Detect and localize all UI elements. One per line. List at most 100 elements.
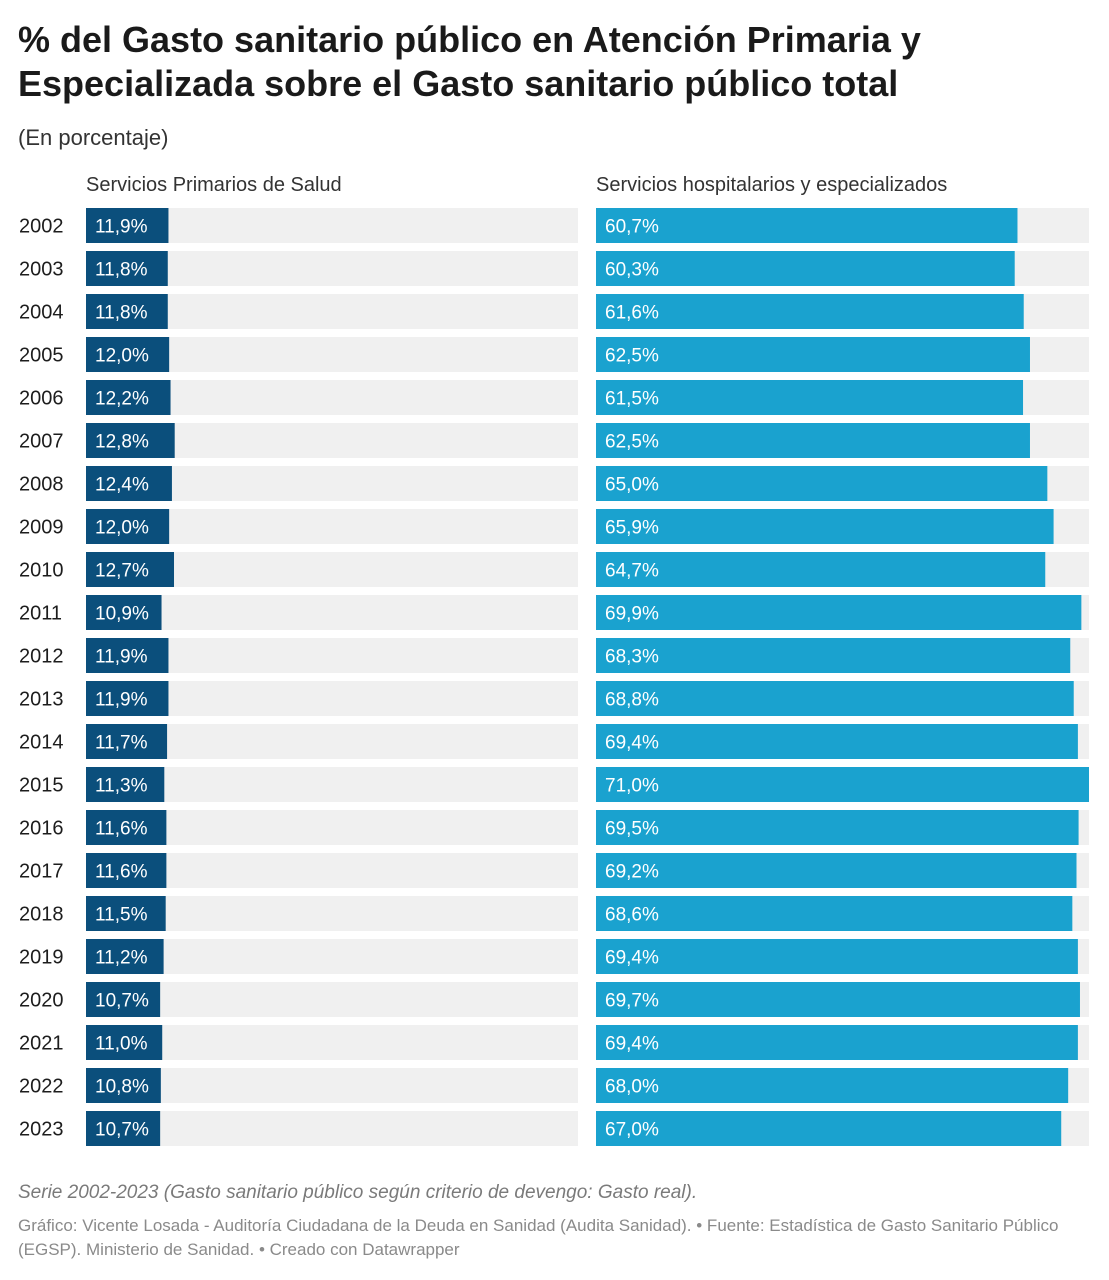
primary-track xyxy=(86,896,578,931)
specialized-value-label: 69,4% xyxy=(605,948,659,969)
primary-track xyxy=(86,294,578,329)
year-label: 2020 xyxy=(19,990,64,1012)
primary-value-label: 11,5% xyxy=(95,905,148,926)
primary-value-label: 11,8% xyxy=(95,260,148,281)
year-label: 2002 xyxy=(19,216,64,238)
primary-value-label: 12,0% xyxy=(95,518,149,539)
specialized-value-label: 68,0% xyxy=(605,1077,659,1098)
primary-bar xyxy=(86,1068,161,1103)
primary-bar xyxy=(86,767,165,802)
primary-track xyxy=(86,251,578,286)
specialized-bar xyxy=(596,724,1078,759)
year-label: 2009 xyxy=(19,517,64,539)
primary-value-label: 11,0% xyxy=(95,1034,148,1055)
specialized-value-label: 68,8% xyxy=(605,690,659,711)
specialized-bar xyxy=(596,251,1015,286)
specialized-value-label: 69,4% xyxy=(605,1034,659,1055)
specialized-value-label: 69,5% xyxy=(605,819,659,840)
primary-bar xyxy=(86,251,168,286)
specialized-bar xyxy=(596,294,1024,329)
primary-bar xyxy=(86,552,175,587)
primary-track xyxy=(86,810,578,845)
specialized-bar xyxy=(596,509,1054,544)
year-label: 2019 xyxy=(19,947,64,969)
primary-bar xyxy=(86,337,170,372)
year-label: 2006 xyxy=(19,388,64,410)
year-label: 2012 xyxy=(19,646,64,668)
specialized-bar xyxy=(596,595,1082,630)
primary-track xyxy=(86,939,578,974)
year-label: 2011 xyxy=(19,603,62,625)
specialized-value-label: 71,0% xyxy=(605,776,659,797)
right-column-label: Servicios hospitalarios y especializados xyxy=(596,174,948,196)
primary-track xyxy=(86,1025,578,1060)
primary-track xyxy=(86,724,578,759)
specialized-bar xyxy=(596,767,1089,802)
year-label: 2005 xyxy=(19,345,64,367)
year-label: 2021 xyxy=(19,1033,64,1055)
specialized-bar xyxy=(596,380,1024,415)
specialized-bar xyxy=(596,423,1030,458)
primary-bar xyxy=(86,896,166,931)
specialized-bar xyxy=(596,1068,1069,1103)
specialized-bar xyxy=(596,982,1080,1017)
specialized-bar xyxy=(596,853,1077,888)
specialized-value-label: 68,3% xyxy=(605,647,659,668)
primary-track xyxy=(86,767,578,802)
year-label: 2007 xyxy=(19,431,64,453)
primary-bar xyxy=(86,939,164,974)
year-label: 2023 xyxy=(19,1119,64,1141)
primary-track xyxy=(86,982,578,1017)
primary-track xyxy=(86,853,578,888)
primary-value-label: 11,6% xyxy=(95,819,148,840)
primary-bar xyxy=(86,380,171,415)
primary-value-label: 11,7% xyxy=(95,733,148,754)
year-label: 2010 xyxy=(19,560,64,582)
primary-value-label: 11,3% xyxy=(95,776,148,797)
specialized-bar xyxy=(596,466,1048,501)
primary-track xyxy=(86,1111,578,1146)
primary-bar xyxy=(86,853,167,888)
specialized-value-label: 69,9% xyxy=(605,604,659,625)
chart-title: % del Gasto sanitario público en Atenció… xyxy=(18,19,921,104)
year-label: 2016 xyxy=(19,818,64,840)
specialized-value-label: 61,5% xyxy=(605,389,659,410)
specialized-bar xyxy=(596,638,1071,673)
primary-value-label: 10,7% xyxy=(95,1120,149,1141)
primary-value-label: 12,4% xyxy=(95,475,149,496)
year-label: 2004 xyxy=(19,302,64,324)
primary-value-label: 12,0% xyxy=(95,346,149,367)
specialized-value-label: 67,0% xyxy=(605,1120,659,1141)
primary-track xyxy=(86,595,578,630)
primary-value-label: 11,8% xyxy=(95,303,148,324)
footer-credit: Gráfico: Vicente Losada - Auditoría Ciud… xyxy=(18,1216,1059,1259)
primary-bar xyxy=(86,1025,163,1060)
specialized-bar xyxy=(596,939,1078,974)
specialized-value-label: 69,7% xyxy=(605,991,659,1012)
primary-bar xyxy=(86,208,169,243)
primary-bar xyxy=(86,982,161,1017)
specialized-value-label: 69,4% xyxy=(605,733,659,754)
specialized-value-label: 69,2% xyxy=(605,862,659,883)
primary-value-label: 10,9% xyxy=(95,604,149,625)
primary-bar xyxy=(86,423,175,458)
primary-value-label: 11,9% xyxy=(95,647,148,668)
primary-bar xyxy=(86,1111,161,1146)
year-label: 2014 xyxy=(19,732,64,754)
primary-bar xyxy=(86,595,162,630)
year-label: 2022 xyxy=(19,1076,64,1098)
specialized-value-label: 65,0% xyxy=(605,475,659,496)
specialized-value-label: 62,5% xyxy=(605,432,659,453)
specialized-value-label: 64,7% xyxy=(605,561,659,582)
year-label: 2013 xyxy=(19,689,64,711)
primary-value-label: 12,7% xyxy=(95,561,149,582)
specialized-value-label: 65,9% xyxy=(605,518,659,539)
primary-value-label: 10,8% xyxy=(95,1077,149,1098)
primary-value-label: 10,7% xyxy=(95,991,149,1012)
primary-bar xyxy=(86,294,168,329)
year-label: 2018 xyxy=(19,904,64,926)
primary-bar xyxy=(86,509,170,544)
specialized-value-label: 60,7% xyxy=(605,217,659,238)
specialized-value-label: 68,6% xyxy=(605,905,659,926)
year-label: 2015 xyxy=(19,775,64,797)
